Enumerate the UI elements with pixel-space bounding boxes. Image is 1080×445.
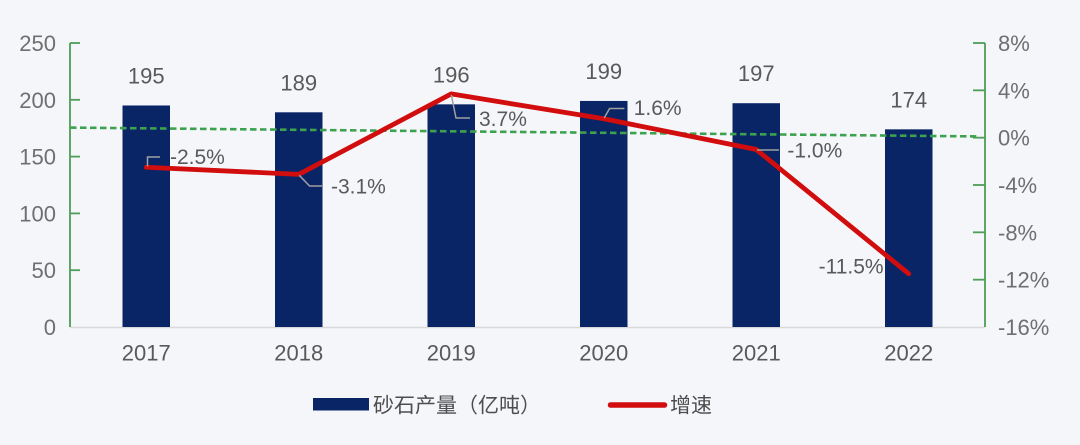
svg-text:250: 250 — [19, 31, 56, 56]
svg-text:2017: 2017 — [122, 341, 171, 366]
svg-text:-16%: -16% — [998, 315, 1049, 340]
svg-text:2021: 2021 — [732, 341, 781, 366]
svg-text:-8%: -8% — [998, 220, 1037, 245]
svg-text:2019: 2019 — [427, 341, 476, 366]
svg-text:8%: 8% — [998, 31, 1030, 56]
svg-text:2020: 2020 — [579, 341, 628, 366]
svg-text:199: 199 — [585, 59, 622, 84]
svg-text:1.6%: 1.6% — [634, 97, 682, 120]
svg-text:195: 195 — [128, 63, 165, 88]
svg-text:2022: 2022 — [884, 341, 933, 366]
svg-text:3.7%: 3.7% — [479, 108, 527, 131]
svg-text:-12%: -12% — [998, 268, 1049, 293]
svg-text:50: 50 — [32, 258, 56, 283]
svg-text:-11.5%: -11.5% — [819, 256, 884, 279]
svg-text:-1.0%: -1.0% — [787, 140, 842, 163]
svg-text:0%: 0% — [998, 126, 1030, 151]
svg-text:4%: 4% — [998, 78, 1030, 103]
svg-text:200: 200 — [19, 88, 56, 113]
svg-text:0: 0 — [44, 315, 56, 340]
svg-text:174: 174 — [890, 87, 927, 112]
svg-text:197: 197 — [738, 61, 775, 86]
svg-text:-3.1%: -3.1% — [331, 176, 386, 199]
svg-text:150: 150 — [19, 145, 56, 170]
svg-text:-2.5%: -2.5% — [170, 146, 225, 169]
svg-text:2018: 2018 — [274, 341, 323, 366]
svg-text:189: 189 — [280, 70, 317, 95]
svg-text:100: 100 — [19, 201, 56, 226]
svg-text:196: 196 — [433, 62, 470, 87]
svg-text:-4%: -4% — [998, 173, 1037, 198]
